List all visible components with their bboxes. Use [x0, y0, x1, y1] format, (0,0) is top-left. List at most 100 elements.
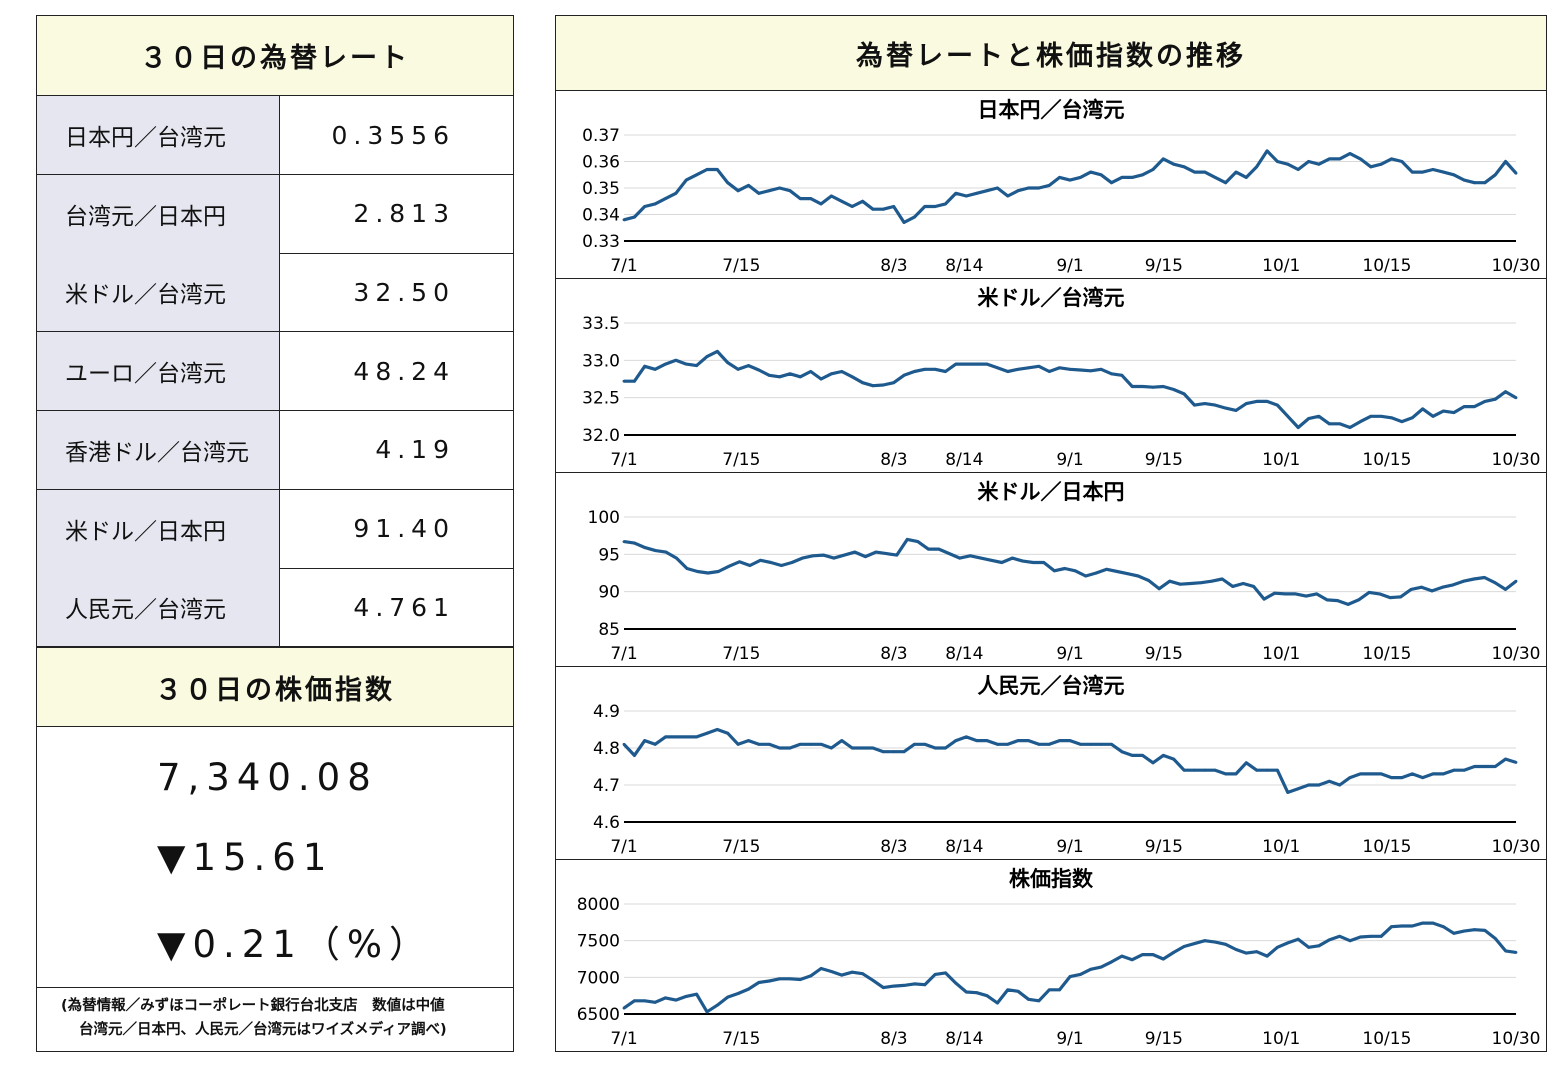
rate-value: 4.19 [375, 435, 455, 465]
rate-row: 米ドル／日本円 91.40 [37, 489, 513, 569]
data-point [1141, 173, 1144, 177]
data-point [1027, 997, 1030, 1001]
data-point [861, 746, 864, 750]
x-tick-label: 8/14 [945, 837, 983, 857]
x-tick-label: 9/1 [1056, 644, 1083, 664]
data-point [1120, 750, 1124, 754]
data-point [726, 995, 730, 999]
data-point [1462, 579, 1465, 583]
chart-svg: 株価指数 6500 7000 7500 8000 7/1 7/15 8/3 8/14 9/1 9/1… [577, 867, 1541, 1049]
data-point [767, 979, 771, 983]
data-point [664, 735, 667, 739]
data-point [684, 362, 688, 366]
data-point [1244, 951, 1248, 955]
data-point [1141, 754, 1144, 757]
data-point [892, 205, 896, 208]
data-point [819, 967, 823, 970]
data-point [1514, 396, 1518, 400]
data-point [1273, 591, 1276, 595]
data-point [1473, 405, 1476, 408]
data-point [674, 998, 678, 1002]
x-tick-label: 10/30 [1492, 644, 1541, 664]
data-point [1304, 594, 1308, 598]
data-point [654, 549, 657, 552]
data-point [979, 556, 983, 560]
chart-4: 人民元／台湾元 4.6 4.7 4.8 4.9 7/1 7/15 8/3 8/14 9/1 9/15… [556, 666, 1546, 859]
data-point [1276, 403, 1279, 407]
data-point [996, 186, 999, 190]
data-point [757, 742, 761, 746]
data-point [1058, 988, 1061, 992]
x-tick-label: 8/14 [945, 644, 983, 664]
data-point [1369, 934, 1373, 938]
data-point [633, 541, 636, 545]
data-point [1296, 787, 1300, 791]
data-point [1410, 170, 1414, 174]
data-point [798, 978, 802, 981]
data-point [871, 746, 875, 750]
source-note-line1: (為替情報／みずほコーポレート銀行台北支店 数値は中値 [61, 998, 445, 1014]
data-point [1400, 160, 1404, 163]
data-point [727, 564, 731, 568]
data-point [1307, 160, 1310, 163]
data-point [1182, 945, 1186, 948]
data-point [1493, 937, 1497, 940]
data-point [1348, 152, 1352, 155]
data-point [1452, 411, 1456, 414]
x-tick-label: 9/1 [1056, 256, 1083, 276]
source-note: (為替情報／みずほコーポレート銀行台北支店 数値は中値 台湾元／日本円、人民元／… [37, 994, 513, 1042]
data-point [1327, 157, 1331, 161]
data-point [1473, 181, 1476, 185]
chart-title: 米ドル／台湾元 [978, 286, 1125, 310]
data-point [1348, 426, 1352, 429]
data-point [989, 558, 993, 562]
data-point [1296, 168, 1300, 171]
data-point [747, 987, 750, 991]
data-point [1220, 577, 1224, 581]
chart-title: 人民元／台湾元 [978, 674, 1125, 698]
data-point [1462, 405, 1466, 408]
data-point [850, 205, 854, 208]
y-tick-label: 8000 [577, 895, 620, 915]
data-point [736, 742, 740, 746]
data-point [674, 735, 678, 739]
rate-row: 台湾元／日本円 2.813 [37, 174, 513, 254]
data-point [1244, 176, 1248, 179]
rate-label: 人民元／台湾元 [37, 568, 280, 647]
x-tick-label: 10/30 [1492, 1029, 1541, 1049]
data-point [1130, 754, 1134, 757]
y-tick-label: 0.36 [582, 153, 620, 173]
data-point [864, 555, 867, 558]
data-point [850, 970, 854, 974]
data-point [1234, 409, 1238, 412]
data-point [1182, 768, 1186, 772]
exchange-rate-title: ３０日の為替レート [37, 16, 513, 96]
data-point [1504, 390, 1507, 394]
data-point [926, 547, 930, 551]
data-point [1141, 385, 1144, 388]
x-tick-label: 9/15 [1145, 450, 1183, 470]
data-point [1006, 988, 1010, 992]
data-point [1255, 768, 1259, 772]
stock-index-change: ▼15.61 [157, 836, 334, 879]
x-tick-label: 8/3 [880, 450, 907, 470]
data-point [822, 553, 825, 557]
data-point [1379, 414, 1383, 418]
data-point [861, 381, 864, 385]
data-point [757, 981, 761, 984]
data-point [985, 362, 989, 366]
data-point [1193, 942, 1196, 945]
data-point [1052, 569, 1056, 573]
data-point [1027, 366, 1030, 370]
data-point [1325, 598, 1329, 602]
data-point [1390, 157, 1393, 161]
data-point [1016, 367, 1020, 371]
data-point [975, 191, 979, 195]
data-point [1514, 171, 1518, 175]
data-point [1265, 400, 1269, 403]
data-point [832, 556, 836, 560]
x-tick-label: 10/15 [1362, 644, 1411, 664]
data-point [1390, 776, 1393, 779]
data-point [902, 984, 906, 987]
data-point [1336, 599, 1339, 602]
